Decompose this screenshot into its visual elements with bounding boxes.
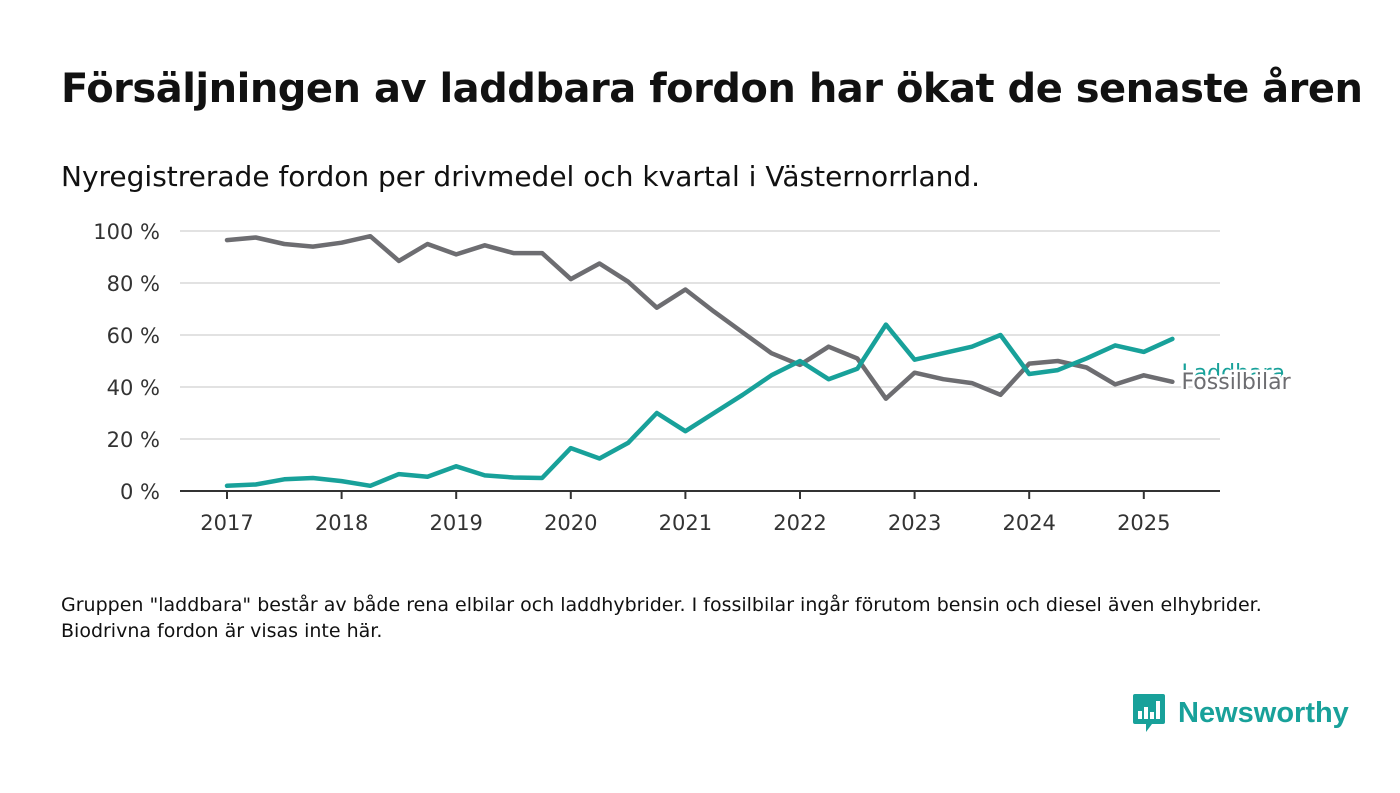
x-tick-label: 2021 bbox=[659, 511, 712, 535]
series-line-fossilbilar bbox=[224, 233, 1175, 401]
line-chart: 0 % 20 % 40 % 60 % 80 % 100 % 2017 2018 2019 202… bbox=[93, 220, 1294, 535]
newsworthy-logo-icon bbox=[1133, 694, 1165, 732]
series-label-laddbara: Laddbara bbox=[1181, 361, 1285, 386]
chart-subtitle: Nyregistrerade fordon per drivmedel och … bbox=[61, 160, 981, 193]
brand-logo[interactable]: Newsworthy bbox=[1132, 692, 1349, 734]
y-axis: 0 % 20 % 40 % 60 % 80 % 100 % bbox=[93, 220, 160, 504]
x-tick-label: 2019 bbox=[429, 511, 482, 535]
x-axis: 2017 2018 2019 2020 2021 2022 2023 2024 2025 bbox=[180, 490, 1220, 535]
series-lines bbox=[224, 233, 1175, 489]
x-tick-label: 2018 bbox=[315, 511, 368, 535]
x-tick-label: 2020 bbox=[544, 511, 597, 535]
x-tick-label: 2024 bbox=[1002, 511, 1055, 535]
series-label-fossilbilar: Fossilbilar bbox=[1181, 370, 1291, 395]
x-tick-label: 2025 bbox=[1117, 511, 1170, 535]
chart-title: Försäljningen av laddbara fordon har öka… bbox=[61, 66, 1363, 112]
x-tick-label: 2017 bbox=[200, 511, 253, 535]
x-tick-label: 2023 bbox=[888, 511, 941, 535]
x-tick-label: 2022 bbox=[773, 511, 826, 535]
gridlines bbox=[180, 230, 1220, 440]
footnote: Gruppen "laddbara" består av både rena e… bbox=[61, 594, 1262, 642]
series-line-laddbara bbox=[224, 322, 1175, 489]
brand-name: Newsworthy bbox=[1178, 696, 1349, 729]
y-tick-label: 20 % bbox=[107, 428, 160, 452]
y-tick-label: 0 % bbox=[120, 480, 160, 504]
y-tick-label: 80 % bbox=[107, 272, 160, 296]
y-tick-label: 40 % bbox=[107, 376, 160, 400]
y-tick-label: 60 % bbox=[107, 324, 160, 348]
y-tick-label: 100 % bbox=[93, 220, 160, 244]
